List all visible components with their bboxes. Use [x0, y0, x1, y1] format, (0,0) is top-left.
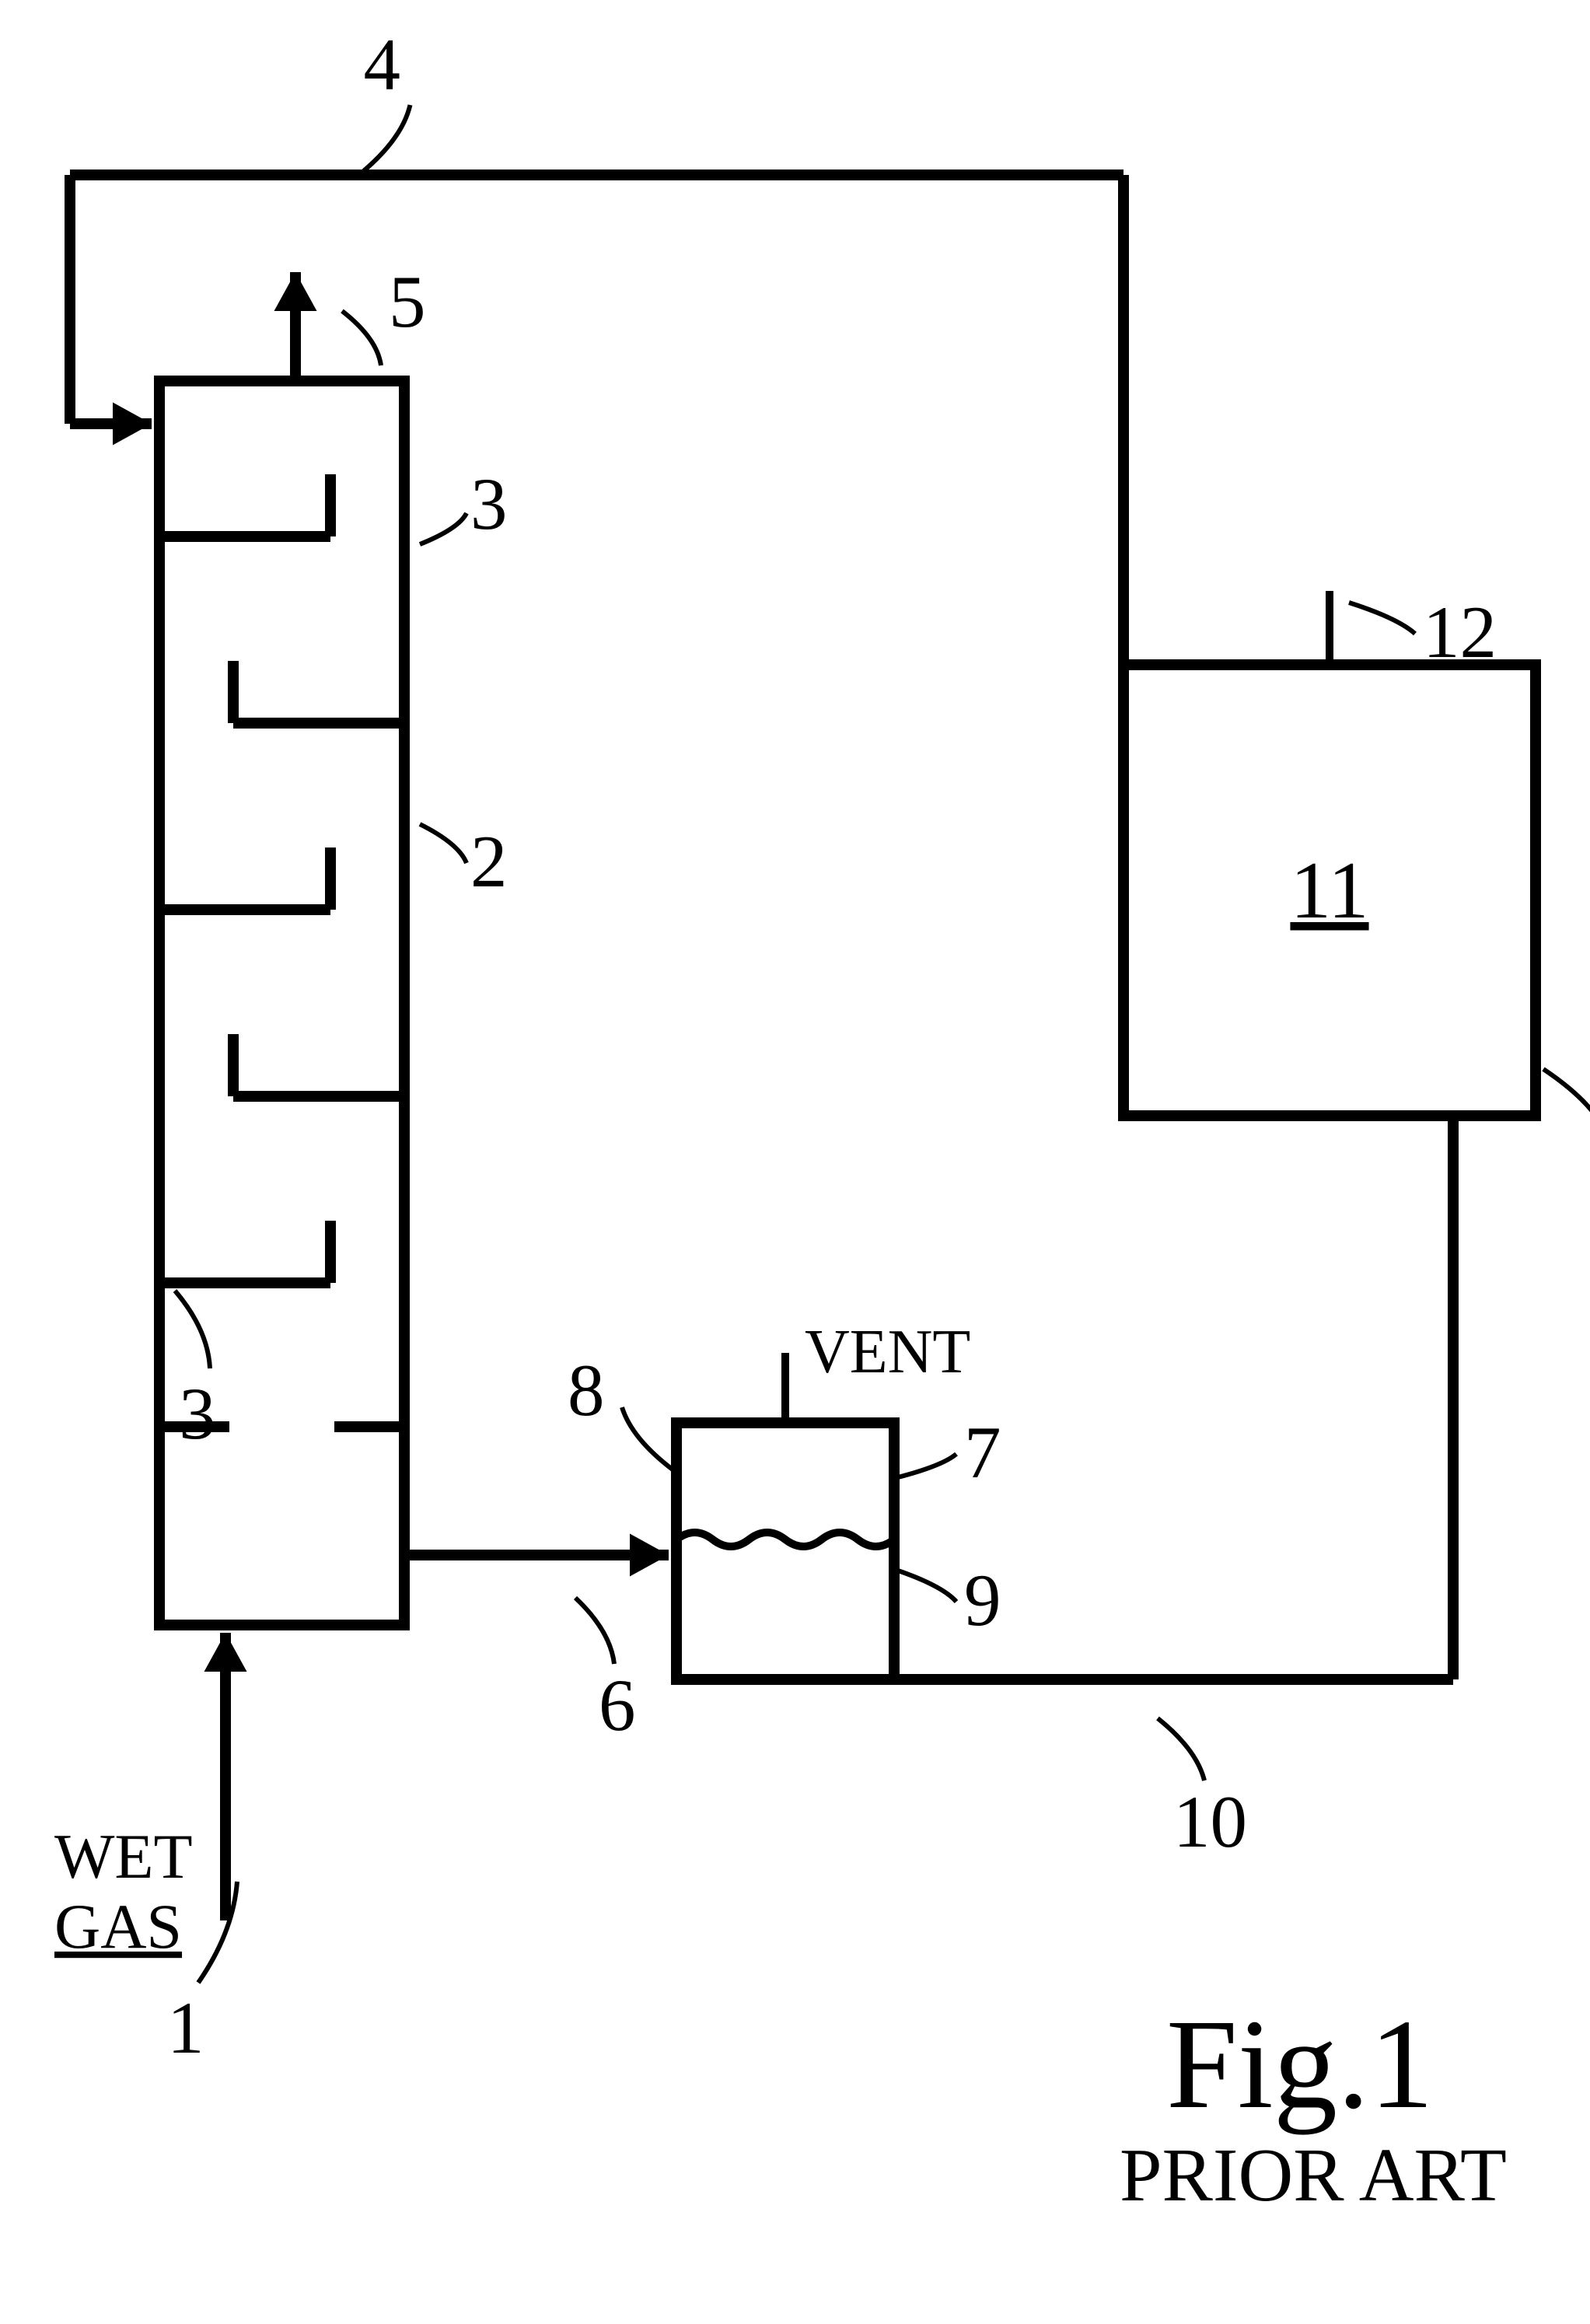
figure-label: Fig.1	[1166, 1993, 1434, 2135]
vent-label: VENT	[805, 1318, 970, 1386]
wet-gas-label-2: GAS	[54, 1891, 182, 1962]
ref-3b: 3	[179, 1372, 216, 1455]
ref-9: 9	[964, 1559, 1001, 1641]
ref-3a: 3	[470, 463, 508, 545]
flash-separator	[676, 1423, 894, 1679]
ref-1: 1	[167, 1987, 204, 2069]
ref-4a: 4	[364, 23, 401, 106]
ref-12: 12	[1423, 591, 1497, 673]
diagram-canvas: WETGAS15233VENT879611121044Fig.1PRIOR AR…	[0, 0, 1590, 2324]
ref-8: 8	[568, 1349, 605, 1431]
ref-10: 10	[1173, 1781, 1247, 1863]
ref-5: 5	[389, 260, 426, 343]
ref-11: 11	[1290, 844, 1368, 935]
ref-2: 2	[470, 820, 508, 903]
prior-art-label: PRIOR ART	[1120, 2134, 1507, 2217]
ref-6: 6	[599, 1664, 636, 1746]
flash-liquid-level	[676, 1532, 894, 1546]
wet-gas-label-1: WET	[54, 1821, 193, 1892]
ref-7: 7	[964, 1411, 1001, 1494]
